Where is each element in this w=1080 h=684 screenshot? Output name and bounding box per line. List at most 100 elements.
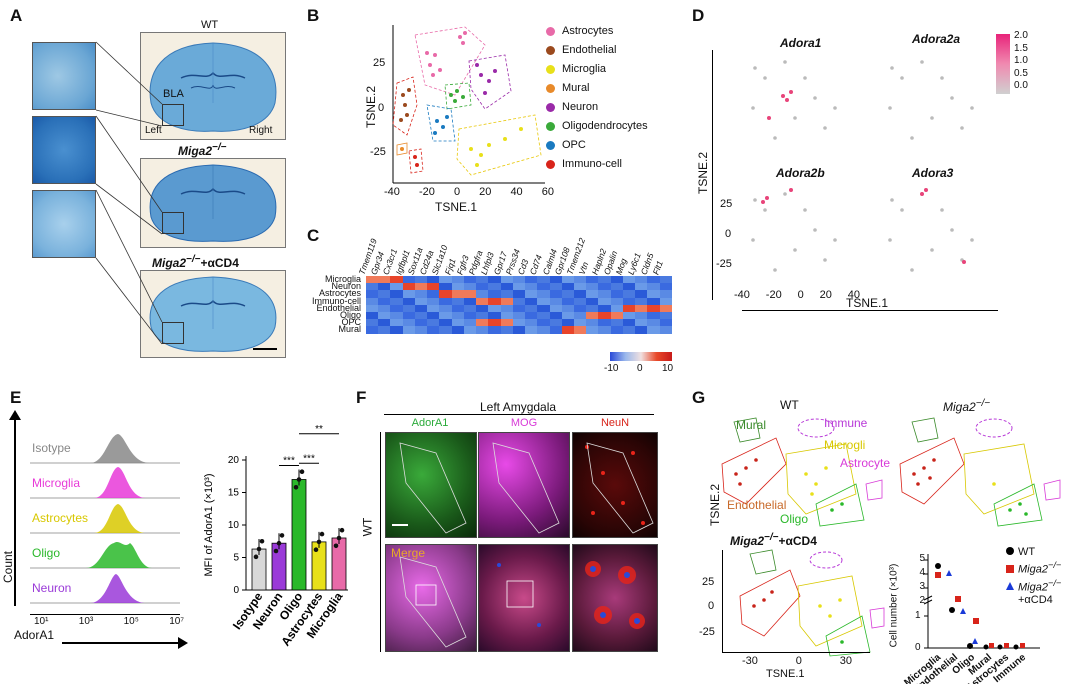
- heatmap-cell: [635, 311, 648, 320]
- heatmap-cell: [451, 326, 464, 334]
- cn-ytick-0: 0: [915, 642, 921, 653]
- legend-item-astrocytes: Astrocytes: [546, 26, 686, 45]
- histogram-astrocytes: Astrocytes: [30, 500, 180, 534]
- heatmap-cell: [476, 311, 489, 320]
- heatmap-cell: [659, 297, 672, 305]
- heatmap-cell: [586, 276, 599, 284]
- heatmap-cell: [378, 297, 391, 305]
- tsne2-axis-label: TSNE.2: [364, 85, 379, 129]
- heatmap-cell: [476, 304, 489, 312]
- heatmap-cell: [549, 283, 562, 291]
- histogram-neuron: Neuron: [30, 570, 180, 604]
- d-xaxis-line: [742, 310, 998, 311]
- heatmap-cell: [488, 276, 501, 284]
- data-point: [279, 533, 285, 538]
- adora1-arrow: [62, 642, 180, 644]
- g-cluster-label-immune: Immune: [824, 416, 868, 430]
- legend-label: OPC: [562, 139, 586, 151]
- g-cluster-label-mural: Mural: [736, 418, 767, 432]
- adora-colorbar: [996, 34, 1010, 94]
- panel-label-f: F: [356, 388, 367, 407]
- heatmap-cell: [488, 297, 501, 305]
- legend-swatch: [546, 84, 555, 93]
- legend-label: Neuron: [562, 101, 599, 113]
- heatmap-cell: [414, 283, 428, 291]
- bla-roi-miga2-cd4: [162, 322, 184, 344]
- heatmap-row-label: OPC: [341, 317, 361, 328]
- heatmap-row: [366, 276, 672, 284]
- heatmap-cell: [610, 319, 623, 327]
- d-tsne2-label: TSNE.2: [696, 151, 711, 195]
- heatmap-cell: [414, 290, 428, 298]
- heatmap-cell: [622, 276, 636, 284]
- heatmap-cell: [647, 276, 660, 284]
- heatmap-cell: [573, 297, 587, 305]
- bla-roi-miga2: [162, 212, 184, 234]
- heatmap-cell: [610, 326, 623, 334]
- heatmap-cell: [635, 297, 648, 305]
- significance-stars: ***: [283, 456, 295, 467]
- heatmap-cell: [525, 276, 538, 284]
- cn-ytick: 4: [919, 567, 925, 578]
- legend-swatch: [546, 103, 555, 112]
- heatmap-cell: [439, 283, 452, 291]
- g-miga2-cd4-tsne-plot: [739, 549, 885, 657]
- heatmap-cell: [378, 311, 391, 320]
- heatmap-cell: [414, 319, 428, 327]
- b-xtick: 20: [479, 186, 492, 198]
- heatmap-cell: [402, 319, 415, 327]
- heatmap-cell: [402, 326, 415, 334]
- heatmap-cell: [537, 290, 550, 298]
- heatmap-cell: [390, 290, 403, 298]
- adora2b-tsne-plot: [751, 188, 837, 272]
- b-xtick: -40: [384, 186, 400, 198]
- adora2b-title: Adora2b: [776, 166, 825, 180]
- g-ytick-0: 0: [708, 600, 715, 612]
- f-side-rule: [380, 432, 381, 652]
- heatmap-cell: [573, 304, 587, 312]
- heatmap-cell: [525, 319, 538, 327]
- heatmap-cell: [659, 283, 672, 291]
- panel-label-g: G: [692, 388, 706, 407]
- heatmap-cell: [476, 319, 489, 327]
- g-xtick: 0: [795, 655, 802, 667]
- legend-swatch: [546, 160, 555, 169]
- e-ytick: 15: [228, 488, 240, 499]
- g-xaxis-line: [722, 652, 870, 653]
- heatmap-cell: [451, 304, 464, 312]
- data-point: [276, 540, 282, 546]
- heatmap-cell: [549, 319, 562, 327]
- heatmap-cell: [500, 290, 513, 298]
- histogram-label: Isotype: [32, 441, 71, 455]
- heatmap-cell: [635, 319, 648, 327]
- g-miga2-cd4-title: Miga2−/−+αCD4: [730, 532, 817, 548]
- g-xticks: -30 0 30: [742, 655, 852, 667]
- b-xtick: 60: [541, 186, 554, 198]
- micrograph-miga2: [32, 116, 96, 184]
- neun-channel-label: NeuN: [600, 417, 630, 429]
- e-hist-xtick: 10³: [78, 616, 94, 627]
- miga2-cd4-label: Miga2−/−+αCD4: [152, 254, 239, 270]
- heatmap-cell: [414, 311, 428, 320]
- heatmap-row-label: Oligo: [339, 310, 361, 320]
- heatmap-cell: [573, 290, 587, 298]
- heatmap-cell: [659, 326, 672, 334]
- heatmap-cell: [537, 304, 550, 312]
- heatmap-cell: [647, 290, 660, 298]
- data-point: [273, 548, 279, 554]
- cbar-tick: 2.0: [1014, 30, 1028, 41]
- heatmap-cell: [439, 297, 452, 305]
- heatmap-cell: [610, 276, 623, 284]
- legend-wt: WT: [1006, 546, 1061, 559]
- expression-heatmap: [366, 276, 672, 334]
- panel-label-d: D: [692, 6, 705, 25]
- e-hist-xaxis: [30, 614, 180, 615]
- heatmap-cell: [427, 276, 440, 284]
- histogram-isotype: Isotype: [30, 430, 180, 464]
- brain-wt: WT BLA Left Right: [140, 19, 286, 140]
- heatmap-cell: [586, 290, 599, 298]
- heatmap-cell: [451, 297, 464, 305]
- g-xtick: 30: [839, 655, 852, 667]
- heatmap-cell: [463, 290, 477, 298]
- g-cluster-label-microglia: Microgli: [824, 438, 866, 452]
